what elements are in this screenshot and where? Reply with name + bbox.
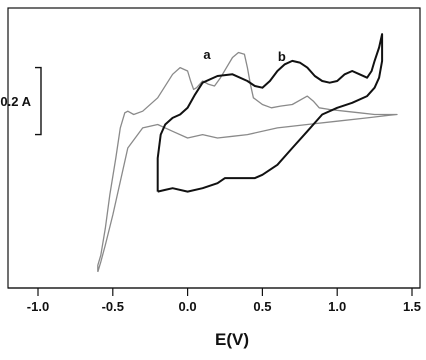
x-tick-label: 0.5 bbox=[253, 299, 271, 314]
scale-bar-bracket bbox=[34, 66, 42, 136]
x-tick-label: -0.5 bbox=[102, 299, 124, 314]
scale-bar-label: 0.2 A bbox=[0, 94, 31, 109]
plot-frame bbox=[7, 7, 421, 289]
series-b-line bbox=[156, 33, 384, 193]
series-b-label: b bbox=[278, 49, 286, 64]
series-a-line bbox=[97, 51, 398, 273]
current-scale-bar: 0.2 A bbox=[0, 66, 42, 136]
x-tick-label: 1.5 bbox=[403, 299, 421, 314]
x-tick-label: 1.0 bbox=[328, 299, 346, 314]
x-tick-label: -1.0 bbox=[27, 299, 49, 314]
x-ticks: -1.0 -0.5 0.0 0.5 1.0 1.5 bbox=[27, 288, 421, 314]
x-axis-label: E(V) bbox=[215, 330, 249, 349]
series-a-label: a bbox=[203, 47, 211, 62]
x-tick-label: 0.0 bbox=[179, 299, 197, 314]
